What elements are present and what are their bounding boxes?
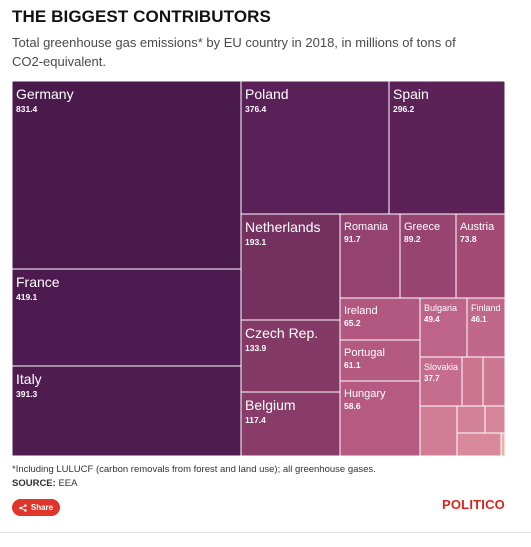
share-icon	[19, 503, 27, 512]
treemap-value-portugal: 61.1	[344, 360, 361, 370]
treemap-cell-unlabeled-17	[461, 356, 484, 407]
brand-logo[interactable]: POLITICO	[442, 497, 505, 512]
treemap-cell-unlabeled-23	[500, 432, 505, 456]
treemap-label-italy: Italy	[16, 371, 42, 387]
treemap-cell-austria	[455, 213, 505, 299]
chart-title: THE BIGGEST CONTRIBUTORS	[12, 7, 271, 26]
treemap-label-finland: Finland	[471, 303, 501, 313]
treemap-value-finland: 46.1	[471, 315, 487, 324]
treemap-label-france: France	[16, 274, 60, 290]
share-button[interactable]: Share	[12, 499, 60, 516]
treemap-value-italy: 391.3	[16, 389, 38, 399]
footer-divider	[0, 532, 531, 533]
treemap-cell-finland	[466, 297, 505, 358]
treemap-cell-italy	[12, 365, 242, 456]
treemap-cell-unlabeled-20	[456, 405, 486, 434]
treemap-cell-unlabeled-21	[484, 405, 505, 434]
treemap-label-germany: Germany	[16, 86, 74, 102]
treemap-label-austria: Austria	[460, 221, 495, 233]
treemap-cell-netherlands	[240, 213, 341, 321]
source-line: SOURCE: EEA	[12, 478, 77, 489]
treemap-label-belgium: Belgium	[245, 397, 296, 413]
treemap-label-romania: Romania	[344, 221, 389, 233]
treemap-cell-bulgaria	[419, 297, 468, 358]
treemap-cell-unlabeled-18	[482, 356, 505, 407]
treemap-label-ireland: Ireland	[344, 305, 378, 317]
treemap-cell-slovakia	[419, 356, 463, 407]
treemap-value-hungary: 58.6	[344, 401, 361, 411]
treemap-label-hungary: Hungary	[344, 388, 386, 400]
source-value: EEA	[58, 478, 78, 489]
treemap-value-netherlands: 193.1	[245, 237, 267, 247]
treemap-label-bulgaria: Bulgaria	[424, 303, 457, 313]
treemap-cell-unlabeled-22	[456, 432, 502, 456]
treemap-value-poland: 376.4	[245, 104, 267, 114]
chart-subtitle: Total greenhouse gas emissions* by EU co…	[12, 35, 456, 69]
treemap-value-czech-rep: 133.9	[245, 343, 267, 353]
treemap-label-spain: Spain	[393, 86, 429, 102]
treemap-value-germany: 831.4	[16, 104, 38, 114]
treemap-label-greece: Greece	[404, 221, 440, 233]
treemap-value-austria: 73.8	[460, 234, 477, 244]
treemap-label-netherlands: Netherlands	[245, 219, 321, 235]
treemap-cell-czech-rep	[240, 319, 341, 393]
treemap-cell-germany	[12, 81, 242, 270]
treemap-chart: Germany 831.4 Poland 376.4 Spain 296.2 France 4…	[12, 81, 505, 456]
treemap-label-czech-rep: Czech Rep.	[245, 325, 318, 341]
treemap-label-portugal: Portugal	[344, 347, 385, 359]
treemap-label-poland: Poland	[245, 86, 289, 102]
treemap-value-spain: 296.2	[393, 104, 415, 114]
treemap-value-greece: 89.2	[404, 234, 421, 244]
treemap-value-slovakia: 37.7	[424, 374, 440, 383]
source-label: SOURCE:	[12, 478, 56, 489]
footnote: *Including LULUCF (carbon removals from …	[12, 464, 376, 475]
treemap-value-bulgaria: 49.4	[424, 315, 440, 324]
treemap-cell-spain	[388, 81, 505, 215]
share-label: Share	[30, 503, 54, 512]
treemap-cell-hungary	[339, 380, 421, 456]
treemap-cell-poland	[240, 81, 390, 215]
treemap-value-romania: 91.7	[344, 234, 361, 244]
treemap-label-slovakia: Slovakia	[424, 362, 458, 372]
treemap-cell-france	[12, 268, 242, 367]
treemap-value-belgium: 117.4	[245, 415, 266, 425]
treemap-value-france: 419.1	[16, 292, 38, 302]
treemap-cell-unlabeled-19	[419, 405, 458, 456]
treemap-cell-ireland	[339, 297, 421, 341]
treemap-value-ireland: 65.2	[344, 318, 361, 328]
